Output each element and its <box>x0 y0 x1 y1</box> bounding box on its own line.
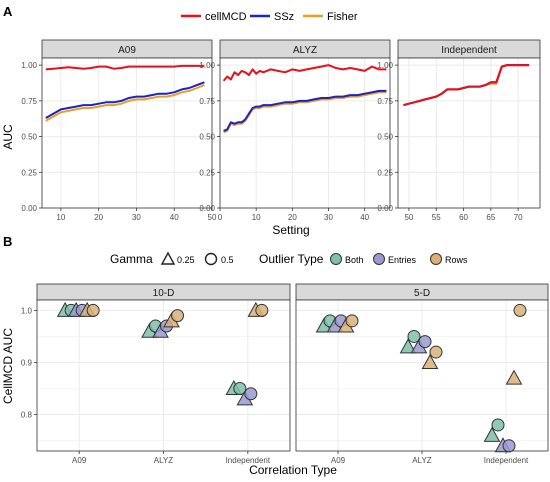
series-line-cellmcd-alyz <box>222 64 387 82</box>
x-tick-label: 10 <box>56 213 65 222</box>
series-line-cellmcd-independent <box>403 64 530 107</box>
x-tick-label: 20 <box>94 213 103 222</box>
plot-border-alyz <box>219 57 391 209</box>
point-5-d-independent-entries-g05 <box>502 439 516 453</box>
point-5-d-independent-both-g05 <box>491 418 505 432</box>
y-tick-label: 0.75 <box>199 97 215 106</box>
point-5-d-independent-rows-g05 <box>513 303 527 317</box>
outlier-label-entries: Entries <box>388 255 417 265</box>
x-tick-label: Independent <box>484 456 529 465</box>
point-5-d-alyz-entries-g05 <box>418 335 432 349</box>
legend-label-ssz: SSz <box>274 11 294 23</box>
point-5-d-alyz-both-g05 <box>407 329 421 343</box>
y-tick-label: 0.00 <box>21 204 37 213</box>
x-tick-label: 50 <box>208 213 217 222</box>
outlier-legend-title: Outlier Type <box>259 252 324 266</box>
x-tick-label: 40 <box>170 213 179 222</box>
x-tick-label: 40 <box>360 213 369 222</box>
y-tick-label: 0.00 <box>377 204 393 213</box>
x-tick-label: A09 <box>72 456 87 465</box>
x-tick-label: 65 <box>486 213 495 222</box>
panel-b-legend: Gamma 0.25 0.5 Outlier Type Both Entries… <box>110 251 468 266</box>
y-tick-label: 0.50 <box>377 133 393 142</box>
point-5-d-alyz-rows-g025 <box>421 353 439 369</box>
x-tick-label: 30 <box>132 213 141 222</box>
x-tick-label: 50 <box>404 213 413 222</box>
panel-a-legend: cellMCD SSz Fisher <box>181 11 358 23</box>
plot-area-independent <box>398 58 540 208</box>
series-line-ssz-a09 <box>45 81 205 119</box>
legend-label-cellmcd: cellMCD <box>205 11 247 23</box>
gamma-circle-icon <box>204 252 218 266</box>
plot-area-a09 <box>42 58 212 208</box>
x-tick-label: ALYZ <box>154 456 174 465</box>
gamma-legend-title: Gamma <box>110 252 153 266</box>
y-tick-label: 0.75 <box>377 97 393 106</box>
x-tick-label: 70 <box>514 213 523 222</box>
plot-area-alyz <box>220 58 390 208</box>
series-line-cellmcd-a09 <box>45 64 205 71</box>
y-tick-label: 0.8 <box>21 411 33 420</box>
outlier-swatch-rows <box>430 253 442 265</box>
x-tick-label: Independent <box>226 456 271 465</box>
panel-b-facets: 10-D 0.8 0.9 1.0 A09 ALYZ Independent 5-D A09 ALY… <box>21 283 549 465</box>
point-10-d-independent-rows-g05 <box>255 303 269 317</box>
y-tick-label: 0.50 <box>199 133 215 142</box>
y-tick-label: 0.50 <box>21 133 37 142</box>
x-tick-label: 0 <box>218 213 223 222</box>
y-tick-label: 1.00 <box>199 61 215 70</box>
point-10-d-a09-rows-g05 <box>86 303 100 317</box>
panel-a-xlabel: Setting <box>272 223 309 237</box>
y-tick-label: 0.25 <box>21 168 37 177</box>
plot-border-independent <box>397 57 541 209</box>
panel-b-xlabel: Correlation Type <box>249 463 337 477</box>
x-tick-label: A09 <box>331 456 346 465</box>
y-tick-label: 0.75 <box>21 97 37 106</box>
facet-label-5-d: 5-D <box>414 288 430 299</box>
point-5-d-independent-rows-g025 <box>505 369 523 385</box>
point-5-d-alyz-both-g025 <box>399 338 417 354</box>
x-tick-label: 60 <box>459 213 468 222</box>
y-tick-label: 1.00 <box>377 61 393 70</box>
x-tick-label: ALYZ <box>412 456 432 465</box>
series-line-ssz-alyz <box>223 89 387 132</box>
outlier-label-rows: Rows <box>445 255 468 265</box>
legend-label-fisher: Fisher <box>327 11 358 23</box>
point-5-d-a09-rows-g05 <box>345 314 359 328</box>
facet-label-10-d: 10-D <box>153 288 175 299</box>
gamma-triangle-icon <box>160 251 176 265</box>
outlier-swatch-entries <box>373 253 385 265</box>
point-10-d-independent-entries-g05 <box>244 387 258 401</box>
y-tick-label: 1.0 <box>21 306 33 315</box>
x-tick-label: 10 <box>252 213 261 222</box>
panel-a-ylabel: AUC <box>1 124 15 150</box>
point-10-d-alyz-rows-g05 <box>171 309 184 323</box>
panel-a-facets: A09 0.00 0.25 0.50 0.75 1.00 10 20 30 40 50 ALYZ 0.0… <box>21 39 541 222</box>
y-tick-label: 0.00 <box>199 204 215 213</box>
point-5-d-alyz-rows-g05 <box>429 345 443 359</box>
point-5-d-independent-both-g025 <box>483 426 501 442</box>
facet-label-independent: Independent <box>441 45 497 56</box>
point-10-d-independent-both-g05 <box>233 382 247 396</box>
panel-b-tag: B <box>3 234 12 249</box>
outlier-swatch-both <box>330 253 342 265</box>
outlier-label-both: Both <box>345 255 364 265</box>
y-tick-label: 1.00 <box>21 61 37 70</box>
gamma-label-025: 0.25 <box>177 255 195 265</box>
x-tick-label: 30 <box>324 213 333 222</box>
y-tick-label: 0.25 <box>199 168 215 177</box>
facet-label-alyz: ALYZ <box>293 45 317 56</box>
x-tick-label: 55 <box>432 213 441 222</box>
panel-a-tag: A <box>3 4 13 19</box>
series-line-fisher-alyz <box>223 91 387 134</box>
panel-b-ylabel: CellMCD AUC <box>1 328 15 404</box>
facet-label-a09: A09 <box>118 45 136 56</box>
series-line-fisher-a09 <box>45 84 205 122</box>
y-tick-label: 0.25 <box>377 168 393 177</box>
y-tick-label: 0.9 <box>21 358 33 367</box>
gamma-label-05: 0.5 <box>221 255 234 265</box>
plot-border-a09 <box>41 57 213 209</box>
x-tick-label: 20 <box>288 213 297 222</box>
